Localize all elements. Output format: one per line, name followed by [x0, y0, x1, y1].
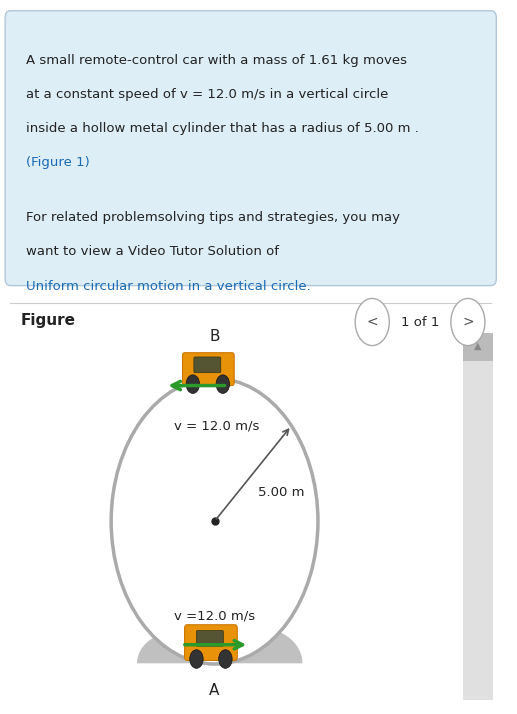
Text: inside a hollow metal cylinder that has a radius of 5.00 m .: inside a hollow metal cylinder that has …	[26, 122, 419, 135]
Circle shape	[451, 298, 485, 346]
Circle shape	[219, 650, 232, 668]
FancyBboxPatch shape	[183, 353, 234, 386]
Text: Figure: Figure	[21, 313, 75, 328]
Text: want to view a Video Tutor Solution of: want to view a Video Tutor Solution of	[26, 246, 279, 258]
FancyBboxPatch shape	[196, 630, 223, 646]
Text: v = 12.0 m/s: v = 12.0 m/s	[174, 420, 260, 433]
Text: >: >	[462, 315, 474, 329]
Polygon shape	[137, 631, 220, 663]
Circle shape	[111, 378, 318, 664]
FancyBboxPatch shape	[185, 625, 237, 660]
Text: 5.00 m: 5.00 m	[258, 486, 305, 499]
FancyBboxPatch shape	[5, 11, 496, 286]
Text: (Figure 1): (Figure 1)	[26, 156, 89, 169]
Text: at a constant speed of v = 12.0 m/s in a vertical circle: at a constant speed of v = 12.0 m/s in a…	[26, 88, 388, 101]
Text: <: <	[367, 315, 378, 329]
Circle shape	[190, 650, 203, 668]
Text: 1 of 1: 1 of 1	[401, 316, 439, 328]
FancyBboxPatch shape	[194, 357, 221, 373]
Circle shape	[186, 375, 200, 393]
Polygon shape	[215, 628, 302, 663]
Text: For related problemsolving tips and strategies, you may: For related problemsolving tips and stra…	[26, 211, 400, 224]
Text: Uniform circular motion in a vertical circle.: Uniform circular motion in a vertical ci…	[26, 280, 311, 293]
Circle shape	[355, 298, 389, 346]
Text: A small remote-control car with a mass of 1.61 kg moves: A small remote-control car with a mass o…	[26, 54, 407, 66]
FancyBboxPatch shape	[463, 339, 493, 700]
Text: ▲: ▲	[474, 341, 481, 351]
FancyBboxPatch shape	[463, 333, 493, 361]
Circle shape	[216, 375, 230, 393]
Text: v =12.0 m/s: v =12.0 m/s	[174, 609, 255, 622]
Text: B: B	[209, 329, 220, 344]
Text: A: A	[209, 683, 220, 698]
